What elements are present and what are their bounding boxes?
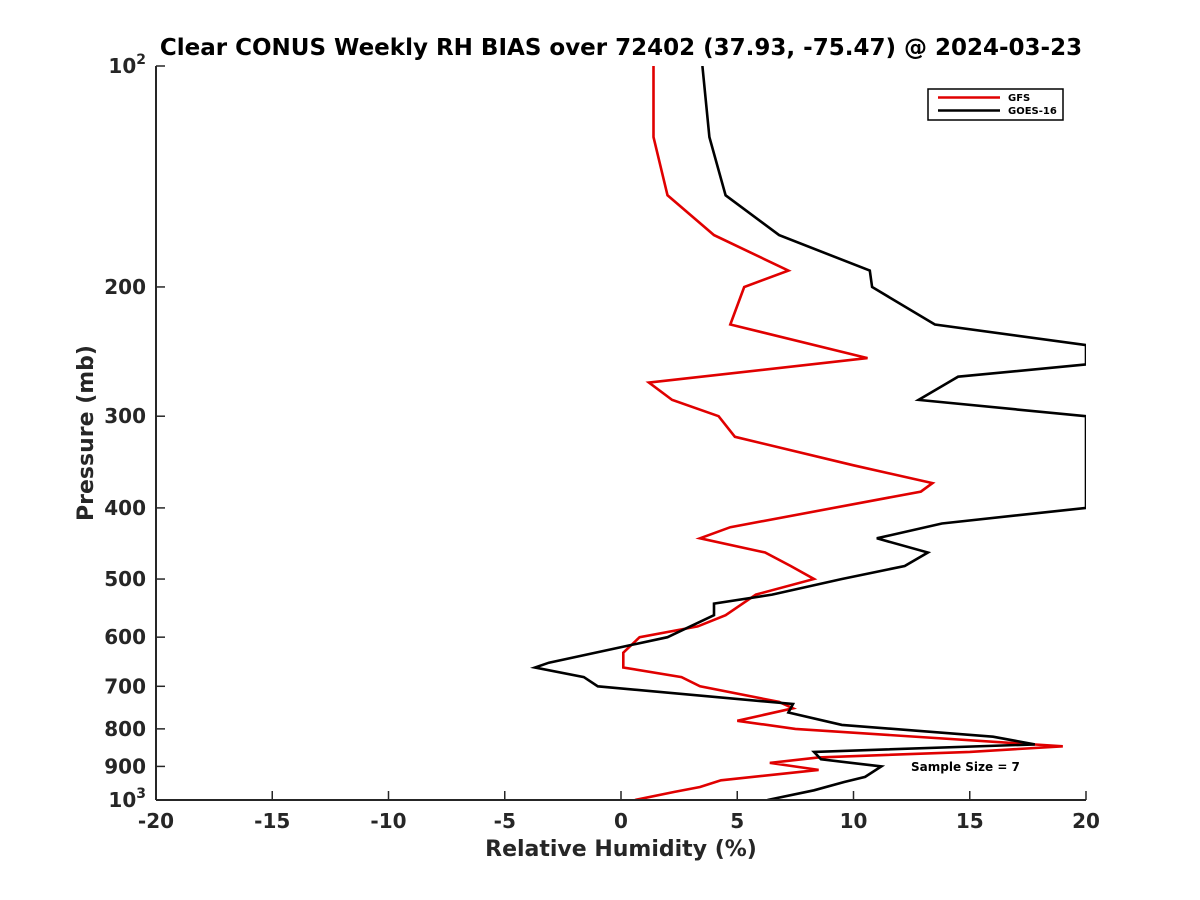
y-axis-label: Pressure (mb)	[74, 345, 99, 521]
legend-label-goes16: GOES-16	[1008, 106, 1057, 117]
x-tick-label: 15	[956, 809, 984, 833]
y-tick-label: 500	[104, 567, 146, 591]
x-tick-label: -10	[370, 809, 406, 833]
y-tick-label: 400	[104, 496, 146, 520]
sample-size-annotation: Sample Size = 7	[911, 760, 1020, 774]
x-tick-label: 0	[614, 809, 628, 833]
x-tick-label: -20	[138, 809, 174, 833]
x-tick-label: -5	[494, 809, 516, 833]
y-tick-label: 300	[104, 404, 146, 428]
y-tick-label: 102	[108, 52, 146, 78]
x-ticks: -20 -15 -10 -5 0 5 10 15 20	[138, 791, 1100, 833]
x-tick-label: 5	[730, 809, 744, 833]
x-axis-label: Relative Humidity (%)	[485, 837, 757, 862]
y-tick-label: 700	[104, 674, 146, 698]
y-tick-label: 200	[104, 275, 146, 299]
x-tick-label: 20	[1072, 809, 1100, 833]
y-tick-label: 600	[104, 625, 146, 649]
legend: GFS GOES-16	[927, 88, 1064, 121]
y-tick-label: 103	[108, 786, 146, 812]
series-line-gfs	[621, 66, 1063, 800]
x-tick-label: 10	[840, 809, 868, 833]
x-tick-label: -15	[254, 809, 290, 833]
series-layer	[530, 66, 1086, 800]
series-line-goes16	[530, 66, 1086, 800]
legend-label-gfs: GFS	[1008, 93, 1030, 104]
legend-box	[927, 88, 1064, 121]
chart-title: Clear CONUS Weekly RH BIAS over 72402 (3…	[160, 35, 1082, 61]
y-tick-label: 900	[104, 754, 146, 778]
y-tick-label: 800	[104, 717, 146, 741]
plot-area	[156, 66, 1086, 800]
y-ticks: 102 200 300 400 500 600 700 800 900 103	[104, 52, 165, 812]
